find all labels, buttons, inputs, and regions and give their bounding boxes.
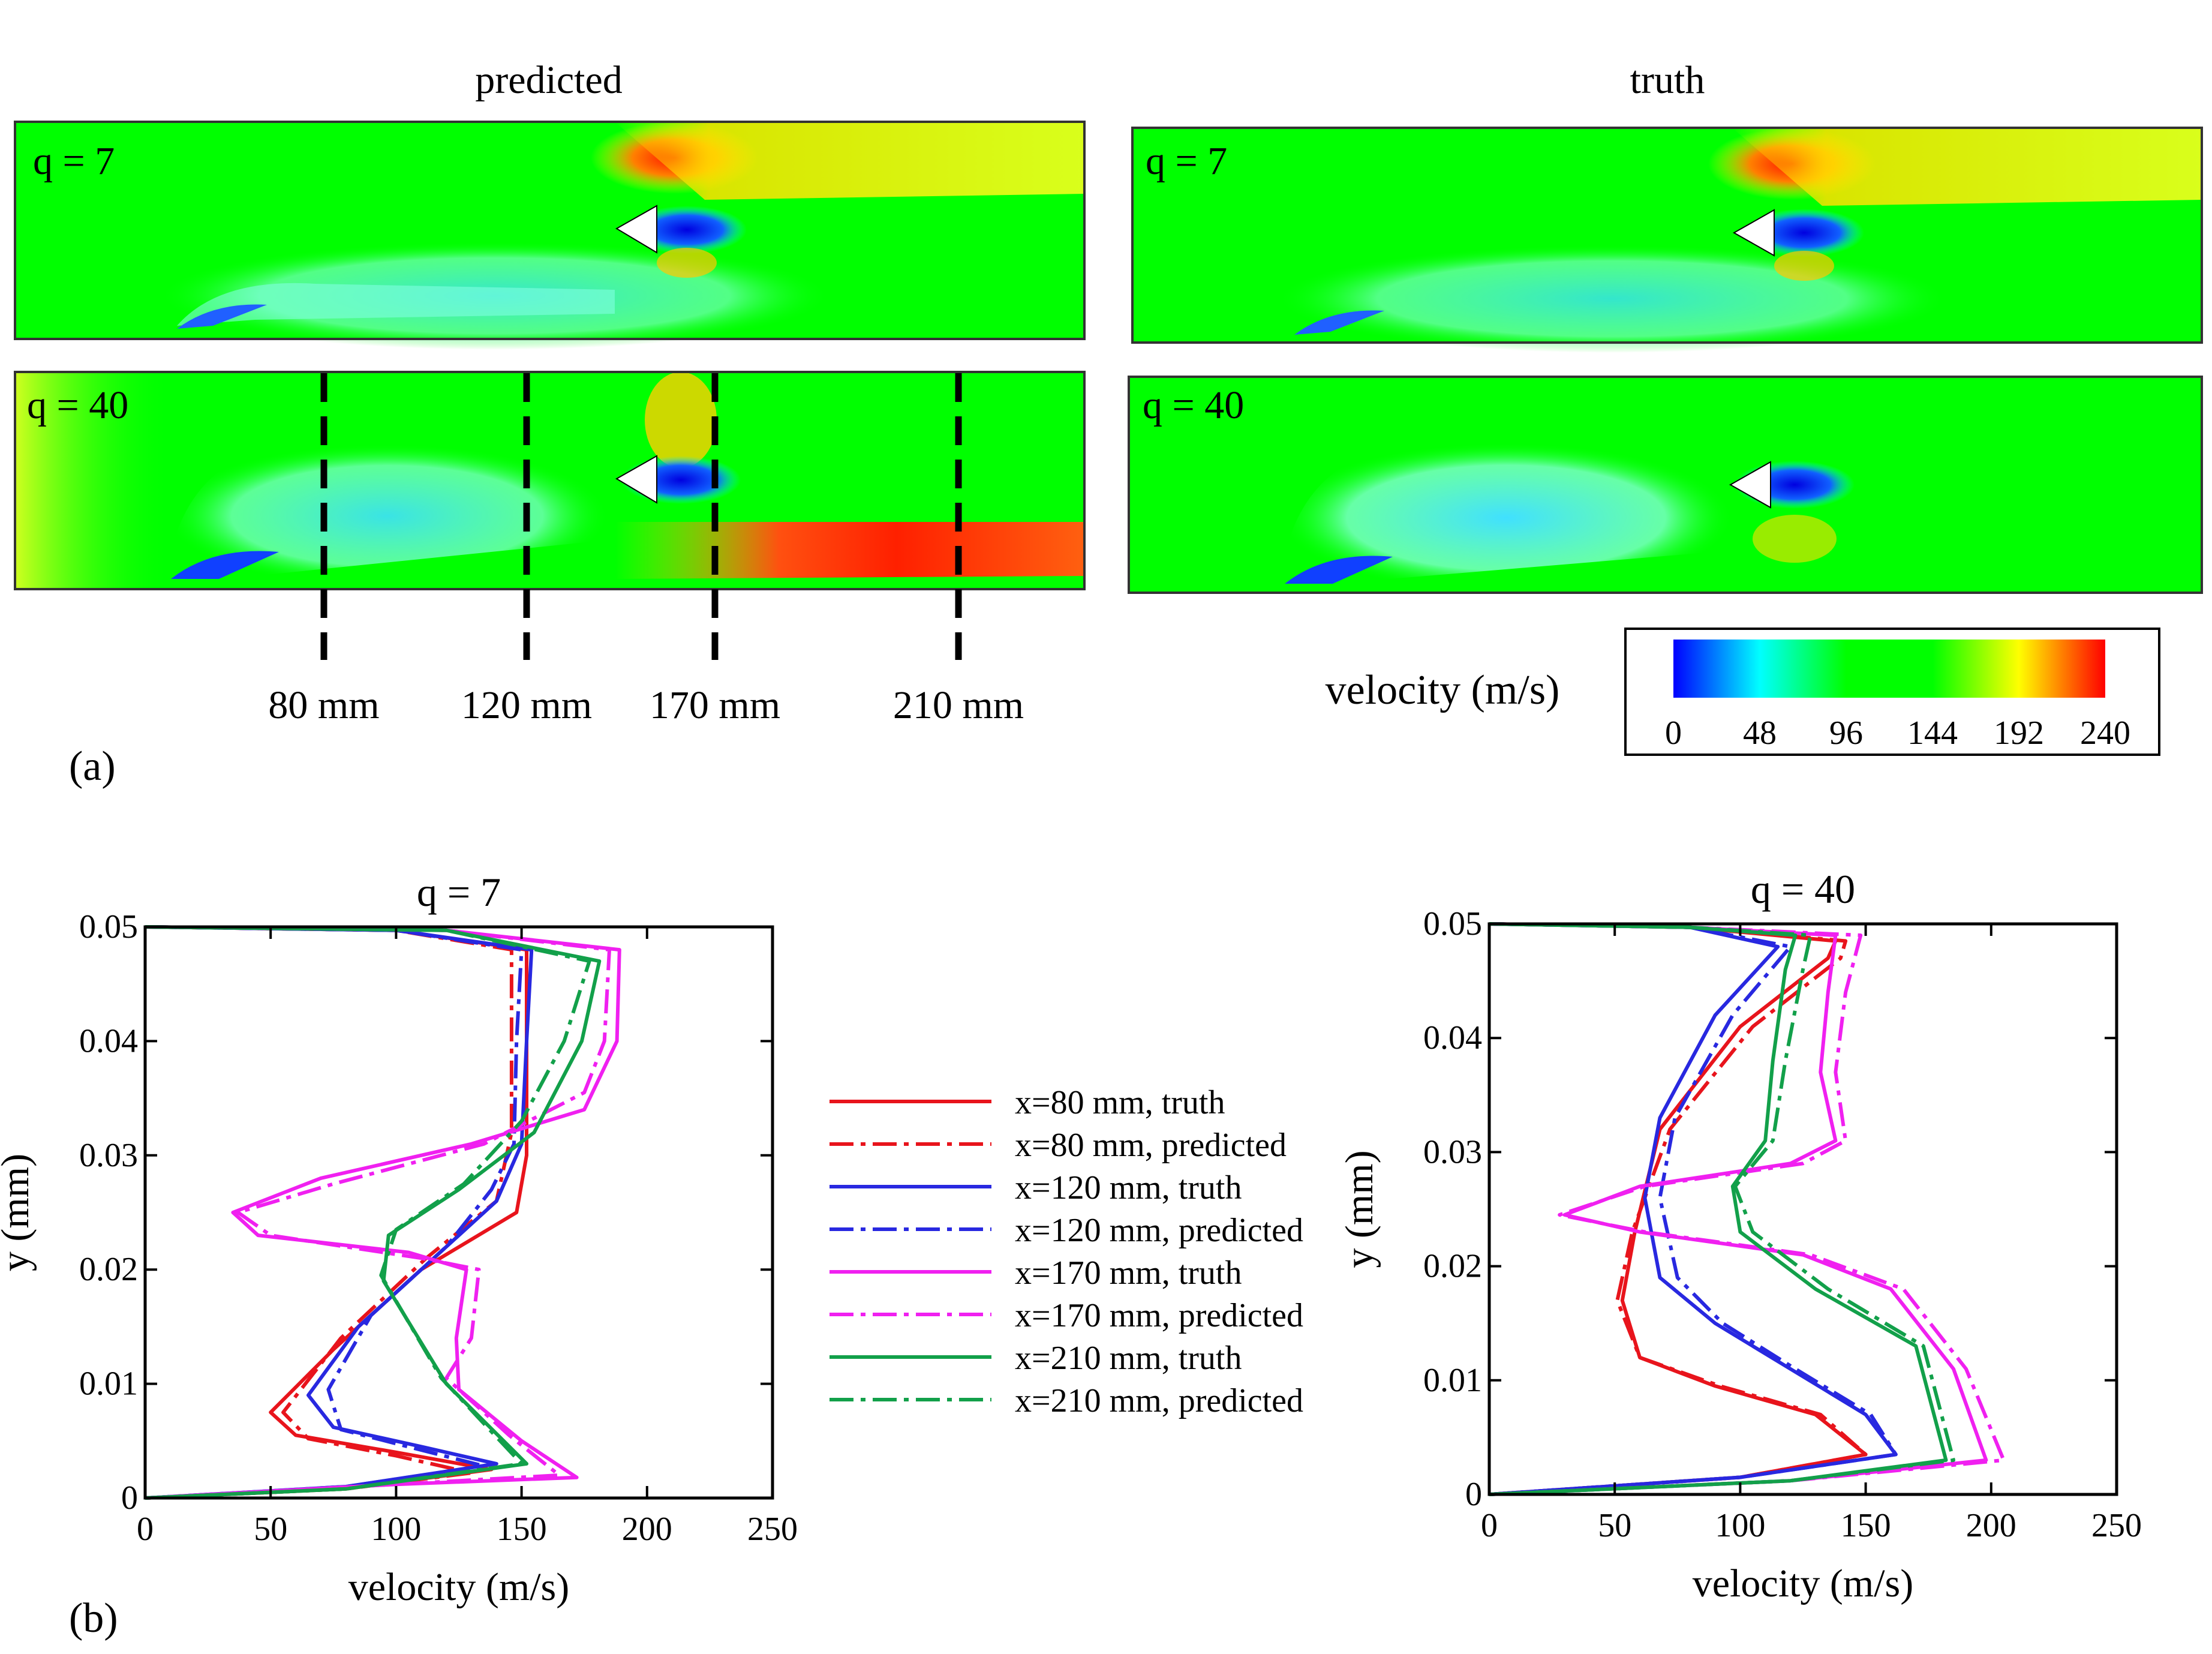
- y-tick-label-q40-0.02: 0.02: [1423, 1248, 1482, 1285]
- colorbar-tick-240: 240: [2080, 715, 2130, 752]
- panel-b: q = 7 0 50 100 150 200 250 0 0.01 0.02 0.03 0.04 0.0…: [0, 866, 2142, 1641]
- legend-label-210-truth: x=210 mm, truth: [1015, 1340, 1242, 1377]
- series-line-q40-x-80-mm-truth: [1489, 922, 1868, 1496]
- x-axis-label-q40: velocity (m/s): [1693, 1562, 1913, 1605]
- case-label-predicted-q40: q = 40: [27, 383, 128, 427]
- y-tick-label-q7-0: 0: [121, 1479, 138, 1517]
- y-tick-label-q40-0.03: 0.03: [1423, 1133, 1482, 1170]
- x-tick-label-q40-150: 150: [1841, 1507, 1891, 1544]
- legend-label-120-truth: x=120 mm, truth: [1015, 1169, 1242, 1206]
- series-line-q40-x-120-mm-truth: [1489, 922, 1898, 1496]
- colorbar-tick-0: 0: [1665, 715, 1682, 752]
- contour-predicted-q40: [14, 371, 1086, 590]
- series-line-q7-x-170-mm-predicted: [145, 925, 611, 1500]
- col-title-predicted: predicted: [475, 58, 623, 102]
- x-tick-label-q7-250: 250: [747, 1511, 798, 1548]
- series-line-q7-x-80-mm-predicted: [145, 925, 513, 1500]
- y-tick-label-q7-0.03: 0.03: [79, 1137, 138, 1174]
- series-line-q7-x-170-mm-truth: [145, 925, 621, 1500]
- chart-title-q7: q = 7: [417, 869, 501, 915]
- colorbar-tick-48: 48: [1743, 715, 1777, 752]
- colorbar-tick-144: 144: [1907, 715, 1958, 752]
- legend-label-170-truth: x=170 mm, truth: [1015, 1254, 1242, 1292]
- y-tick-label-q7-0.02: 0.02: [79, 1251, 138, 1288]
- legend-label-210-predicted: x=210 mm, predicted: [1015, 1382, 1303, 1419]
- y-tick-label-q7-0.05: 0.05: [79, 908, 138, 945]
- chart-q7: q = 7 0 50 100 150 200 250 0 0.01 0.02 0.03 0.04 0.0…: [0, 869, 798, 1609]
- contour-truth-q40: [1128, 376, 2203, 594]
- y-tick-label-q7-0.04: 0.04: [79, 1022, 138, 1059]
- col-title-truth: truth: [1630, 58, 1705, 102]
- x-axis-label-q7: velocity (m/s): [348, 1565, 569, 1609]
- case-label-truth-q7: q = 7: [1146, 139, 1227, 183]
- panel-a: predicted truth q = 7 q: [14, 58, 2203, 790]
- x-tick-label-q7-0: 0: [137, 1511, 154, 1548]
- panel-a-label: (a): [69, 743, 116, 790]
- chart-title-q40: q = 40: [1751, 866, 1855, 912]
- case-label-predicted-q7: q = 7: [33, 139, 115, 183]
- plot-frame-q40: [1487, 922, 2118, 1496]
- y-tick-label-q40-0.05: 0.05: [1423, 905, 1482, 942]
- legend-label-80-predicted: x=80 mm, predicted: [1015, 1127, 1287, 1164]
- x-tick-label-q40-250: 250: [2091, 1507, 2142, 1544]
- series-line-q40-x-210-mm-truth: [1489, 922, 1948, 1496]
- colorbar-gradient: [1673, 640, 2105, 698]
- colorbar-tick-192: 192: [1994, 715, 2044, 752]
- series-line-q40-x-120-mm-predicted: [1489, 922, 1898, 1496]
- contour-predicted-q7: [14, 121, 1086, 350]
- x-tick-label-q7-100: 100: [371, 1511, 421, 1548]
- series-line-q7-x-210-mm-predicted: [145, 925, 591, 1500]
- x-tick-label-q7-50: 50: [254, 1511, 287, 1548]
- x-tick-label-q40-100: 100: [1715, 1507, 1765, 1544]
- contour-truth-q7: [1131, 127, 2203, 353]
- plot-frame-q7: [143, 925, 774, 1500]
- station-label-170mm: 170 mm: [650, 683, 780, 727]
- station-label-210mm: 210 mm: [893, 683, 1024, 727]
- x-tick-label-q7-150: 150: [497, 1511, 547, 1548]
- series-line-q7-x-210-mm-truth: [145, 925, 602, 1500]
- colorbar-title: velocity (m/s): [1326, 667, 1560, 713]
- colorbar-tick-96: 96: [1829, 715, 1863, 752]
- y-axis-label-q7: y (mm): [0, 1154, 37, 1271]
- legend-label-170-predicted: x=170 mm, predicted: [1015, 1297, 1303, 1334]
- series-line-q40-x-80-mm-predicted: [1489, 922, 1868, 1496]
- series-line-q40-x-170-mm-predicted: [1489, 922, 2006, 1496]
- legend-label-120-predicted: x=120 mm, predicted: [1015, 1212, 1303, 1249]
- x-tick-label-q40-0: 0: [1481, 1507, 1498, 1544]
- panel-b-label: (b): [69, 1595, 118, 1641]
- x-tick-label-q7-200: 200: [622, 1511, 672, 1548]
- y-tick-label-q40-0.01: 0.01: [1423, 1362, 1482, 1399]
- series-line-q40-x-210-mm-predicted: [1489, 922, 1955, 1496]
- series-line-q7-x-80-mm-truth: [145, 925, 528, 1500]
- station-label-120mm: 120 mm: [461, 683, 592, 727]
- station-label-80mm: 80 mm: [268, 683, 379, 727]
- x-tick-label-q40-50: 50: [1598, 1507, 1631, 1544]
- y-axis-label-q40: y (mm): [1338, 1150, 1381, 1268]
- station-lines: [320, 373, 962, 660]
- chart-q40: q = 40 0 50 100 150 200 250 0 0.01 0.02 0.03 0.04 0.…: [1338, 866, 2142, 1605]
- series-line-q7-x-120-mm-predicted: [145, 925, 524, 1500]
- y-tick-label-q40-0.04: 0.04: [1423, 1019, 1482, 1056]
- y-tick-label-q7-0.01: 0.01: [79, 1365, 138, 1403]
- case-label-truth-q40: q = 40: [1143, 383, 1244, 427]
- y-tick-label-q40-0: 0: [1465, 1476, 1482, 1513]
- x-tick-label-q40-200: 200: [1966, 1507, 2016, 1544]
- legend-label-80-truth: x=80 mm, truth: [1015, 1084, 1225, 1121]
- legend: x=80 mm, truth x=80 mm, predicted x=120 …: [830, 1084, 1303, 1419]
- colorbar: 0 48 96 144 192 240: [1624, 628, 2160, 756]
